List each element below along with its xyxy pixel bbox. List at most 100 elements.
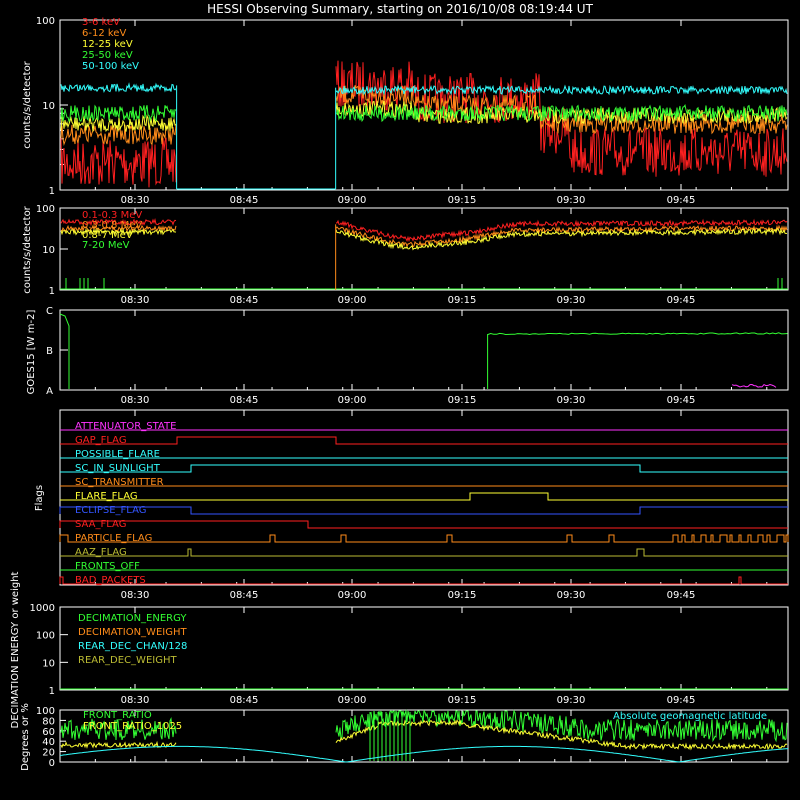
series-0.1-0.3-MeV — [60, 218, 788, 243]
legend-entry: 50-100 keV — [82, 61, 139, 72]
panel-gamma-rates: 08:30 08:45 09:00 09:15 09:30 09:45 counts/s/d… — [22, 204, 789, 306]
y-axis-label: counts/s/detector — [22, 60, 33, 148]
panel-decimation: 08:30 08:45 09:00 09:15 09:30 09:45 DECIMATION… — [10, 571, 789, 728]
x-tick-label: 09:15 — [448, 295, 477, 306]
x-tick-label: 09:15 — [448, 195, 477, 206]
y-tick-label: 1 — [49, 186, 55, 197]
y-tick-label: 20 — [42, 748, 55, 759]
y-tick-label: 10 — [42, 658, 55, 669]
panel-goes-frame — [59, 309, 789, 391]
x-tick-label: 09:00 — [338, 590, 367, 601]
x-tick-label: 09:45 — [667, 195, 696, 206]
x-tick-label: 09:00 — [338, 395, 367, 406]
x-tick-label: 08:45 — [230, 295, 259, 306]
x-tick-label: 09:45 — [667, 590, 696, 601]
series-goes-start — [59, 313, 70, 389]
panel-flags: 08:30 08:45 09:00 09:15 09:30 09:45 Flags ATTEN… — [34, 409, 789, 601]
x-tick-label: 09:45 — [667, 295, 696, 306]
legend-entry: 12-25 keV — [82, 39, 133, 50]
y-axis-label: GOES15 [W m-2] — [26, 310, 37, 395]
flag-line — [60, 492, 788, 501]
y-tick-label: 100 — [36, 706, 55, 717]
y-tick-label: 80 — [42, 716, 55, 727]
x-tick-label: 08:30 — [121, 590, 150, 601]
flag-label: SC_TRANSMITTER — [75, 477, 164, 488]
x-tick-label: 09:45 — [667, 695, 696, 706]
x-tick-label: 08:45 — [230, 590, 259, 601]
x-tick-label: 09:15 — [448, 695, 477, 706]
series-25-50-keV — [60, 103, 788, 123]
y-tick-label: A — [46, 386, 53, 397]
y-axis-label: Flags — [34, 485, 45, 511]
x-tick-label: 08:45 — [230, 195, 259, 206]
x-tick-label: 09:30 — [557, 395, 586, 406]
flag-label: GAP_FLAG — [75, 435, 127, 446]
legend-entry: 0.8-7 MeV — [82, 230, 133, 241]
series-goes-0.5-4 — [731, 383, 777, 388]
flag-label: SC_IN_SUNLIGHT — [75, 463, 161, 474]
x-tick-label: 09:30 — [557, 590, 586, 601]
x-tick-label: 09:00 — [338, 695, 367, 706]
figure-title: HESSI Observing Summary, starting on 201… — [207, 2, 593, 16]
y-axis-label: counts/s/detector — [22, 205, 33, 293]
legend-entry: FRONT_RATIO — [83, 710, 152, 721]
legend-entry: REAR_DEC_CHAN/128 — [78, 641, 187, 652]
legend-entry: 3-6 keV — [82, 17, 120, 28]
y-tick-label: 60 — [42, 727, 55, 738]
series-FRONT_RATIO_1025 — [60, 719, 788, 751]
x-tick-label: 09:15 — [448, 590, 477, 601]
series-FRONT_RATIO — [60, 709, 788, 743]
flag-label: BAD_PACKETS — [75, 575, 146, 586]
flag-label: POSSIBLE_FLARE — [75, 449, 160, 460]
legend-entry: 0.3-0.8 MeV — [82, 220, 142, 231]
x-tick-label: 09:30 — [557, 695, 586, 706]
series-geomagnetic-latitude — [59, 745, 789, 763]
y-axis-label: Degrees or % — [20, 703, 31, 771]
y-tick-label: 1 — [49, 286, 55, 297]
series-50-100-keV — [60, 82, 788, 96]
x-tick-label: 08:30 — [121, 295, 150, 306]
flag-line — [59, 520, 788, 529]
flag-label: FLARE_FLAG — [75, 491, 138, 502]
x-tick-label: 08:30 — [121, 395, 150, 406]
legend-entry: 25-50 keV — [82, 50, 133, 61]
y-tick-label: B — [46, 346, 53, 357]
legend-entry: DECIMATION_WEIGHT — [78, 627, 187, 638]
flag-label: PARTICLE_FLAG — [75, 533, 152, 544]
flag-label: ATTENUATOR_STATE — [75, 421, 176, 432]
panels: 08:30 08:45 09:00 09:15 09:30 09:45 counts/s/d… — [10, 16, 789, 771]
panel-flags-frame — [59, 409, 789, 586]
legend-entry: REAR_DEC_WEIGHT — [78, 655, 177, 666]
flag-label: FRONTS_OFF — [75, 561, 140, 572]
legend-entry: FRONT_RATIO_1025 — [83, 721, 182, 732]
legend-entry: 0.1-0.3 MeV — [82, 210, 142, 221]
flag-line — [59, 534, 789, 543]
x-tick-label: 08:45 — [230, 395, 259, 406]
y-tick-label: 10 — [42, 101, 55, 112]
series-goes-1-8 — [487, 332, 788, 389]
y-axis-label: DECIMATION ENERGY or weight — [10, 571, 21, 728]
panel-goes: 08:30 08:45 09:00 09:15 09:30 09:45 GOES15 [W … — [26, 306, 789, 406]
annotation: Absolute geomagnetic latitude — [613, 711, 767, 722]
y-tick-label: 100 — [36, 16, 55, 27]
x-tick-label: 09:30 — [557, 295, 586, 306]
series-0.3-0.8-MeV — [60, 224, 788, 248]
x-tick-label: 08:45 — [230, 695, 259, 706]
panel-count-rates: 08:30 08:45 09:00 09:15 09:30 09:45 counts/s/d… — [22, 16, 789, 206]
panel-ratios-frame — [59, 709, 789, 763]
panel-decimation-frame — [59, 606, 789, 691]
flag-label: AAZ_FLAG — [75, 547, 127, 558]
flag-label: SAA_FLAG — [75, 519, 126, 530]
x-tick-label: 08:30 — [121, 695, 150, 706]
x-tick-label: 09:15 — [448, 395, 477, 406]
flag-line — [60, 548, 788, 557]
y-tick-label: 1000 — [30, 603, 55, 614]
flag-label: ECLIPSE_FLAG — [75, 505, 146, 516]
legend-entry: DECIMATION_ENERGY — [78, 613, 187, 624]
x-tick-label: 09:45 — [667, 395, 696, 406]
y-tick-label: 10 — [42, 245, 55, 256]
y-tick-label: 40 — [42, 737, 55, 748]
flag-line — [60, 464, 788, 473]
flag-line — [59, 576, 788, 585]
